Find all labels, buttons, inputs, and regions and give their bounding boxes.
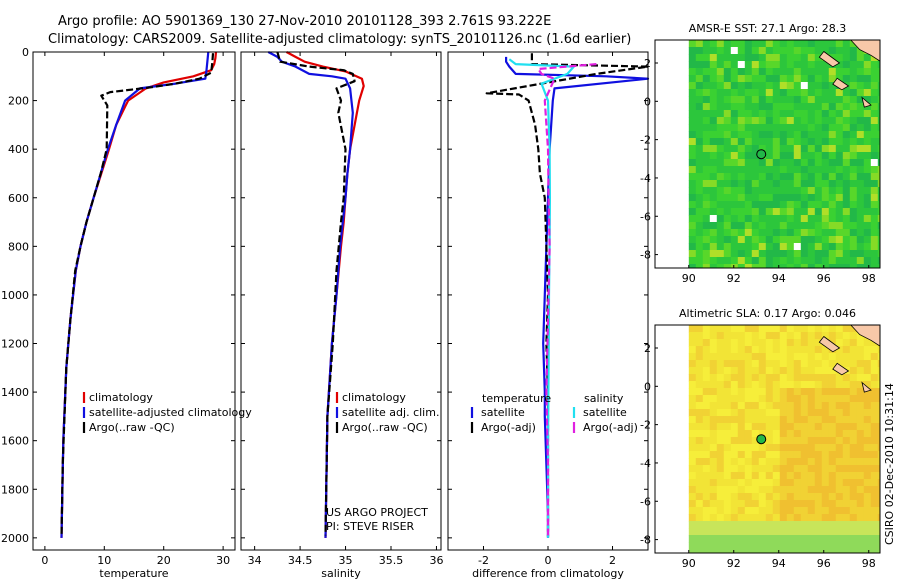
sst_map-ytick-label: -2 xyxy=(640,134,651,147)
temperature-ytick-label: 400 xyxy=(8,143,29,156)
project-label: US ARGO PROJECT xyxy=(326,506,428,519)
salinity-xlabel: salinity xyxy=(321,567,361,580)
sst_map-ytick-label: -4 xyxy=(640,172,651,185)
sla_map-ytick-label: -8 xyxy=(640,534,651,547)
sst_map-axes-frame xyxy=(654,39,881,269)
sla_map-land-island xyxy=(861,381,872,393)
temperature-xtick-label: 0 xyxy=(41,554,48,567)
header-line-1: Argo profile: AO 5901369_130 27-Nov-2010… xyxy=(58,14,551,29)
difference-series-temp_argo xyxy=(485,53,650,537)
temperature-ytick-label: 0 xyxy=(22,46,29,59)
sla_map-xtick-label: 92 xyxy=(727,557,741,570)
sst_map-xtick-label: 92 xyxy=(727,272,741,285)
temperature-xtick-label: 20 xyxy=(157,554,171,567)
sla_map-axes-frame xyxy=(654,324,881,554)
sla_map-ytick-label: 0 xyxy=(644,380,651,393)
sst_map-cells xyxy=(688,40,881,269)
sla_map-xtick-label: 98 xyxy=(862,557,876,570)
sla_map-argo-marker xyxy=(756,434,767,445)
difference-xtick-label: -2 xyxy=(478,554,489,567)
sla_map-cells xyxy=(688,325,881,554)
sst_map-xtick-label: 96 xyxy=(817,272,831,285)
salinity-legend-label: climatology xyxy=(342,391,406,404)
temperature-series-argo xyxy=(60,53,215,537)
sla_map-xtick-label: 90 xyxy=(682,557,696,570)
salinity-xtick-label: 36 xyxy=(429,554,443,567)
difference-series-temp_sat xyxy=(505,56,650,538)
temperature-legend-label: Argo(..raw -QC) xyxy=(89,421,175,434)
header-line-2: Climatology: CARS2009. Satellite-adjuste… xyxy=(48,32,631,47)
sst_map-land-island xyxy=(832,77,850,91)
sst_map-land-island xyxy=(861,96,872,108)
salinity-xtick-label: 34 xyxy=(248,554,262,567)
sst_map-ytick-label: 0 xyxy=(644,95,651,108)
temperature-ytick-label: 1600 xyxy=(1,435,29,448)
sst_map-title: AMSR-E SST: 27.1 Argo: 28.3 xyxy=(689,22,847,35)
difference-xtick-label: 2 xyxy=(609,554,616,567)
difference-series-sal_sat xyxy=(508,58,575,538)
temperature-ytick-label: 1000 xyxy=(1,289,29,302)
sst_map-xtick-label: 98 xyxy=(862,272,876,285)
difference-legend-label: Argo(-adj) xyxy=(481,421,536,434)
sla_map-title: Altimetric SLA: 0.17 Argo: 0.046 xyxy=(679,307,856,320)
sst_map-ytick-label: 2 xyxy=(644,57,651,70)
sla_map-land-island xyxy=(832,362,850,376)
salinity-panel: 34 34.5 35 35.5 36 salinity climatology satelli… xyxy=(240,51,443,580)
sst_map-xtick-label: 94 xyxy=(772,272,786,285)
temperature-axes-frame xyxy=(32,51,236,551)
sst_map-ytick-label: -8 xyxy=(640,249,651,262)
temperature-ytick-label: 2000 xyxy=(1,532,29,545)
difference-legend-label: satellite xyxy=(583,406,627,419)
temperature-ytick-label: 600 xyxy=(8,192,29,205)
difference-series-sal_argo xyxy=(537,63,597,536)
difference-legend-label: Argo(-adj) xyxy=(583,421,638,434)
temperature-xlabel: temperature xyxy=(99,567,168,580)
salinity-legend-label: satellite adj. clim. xyxy=(342,406,439,419)
sst_map-land-island xyxy=(818,50,841,68)
sla-map-panel: Altimetric SLA: 0.17 Argo: 0.046 90 92 94 96… xyxy=(640,307,881,570)
difference-legend-header: temperature xyxy=(482,392,551,405)
salinity-xtick-label: 34.5 xyxy=(288,554,313,567)
sla_map-ytick-label: -4 xyxy=(640,457,651,470)
temperature-ytick-label: 1400 xyxy=(1,386,29,399)
temperature-ytick-label: 800 xyxy=(8,240,29,253)
temperature-xtick-label: 30 xyxy=(216,554,230,567)
credit-label: CSIRO 02-Dec-2010 10:31:14 xyxy=(883,383,896,545)
difference-xtick-label: 0 xyxy=(545,554,552,567)
salinity-xtick-label: 35 xyxy=(339,554,353,567)
sla_map-ytick-label: -2 xyxy=(640,419,651,432)
temperature-ytick-label: 1800 xyxy=(1,483,29,496)
temperature-legend-label: climatology xyxy=(89,391,153,404)
sst_map-argo-marker xyxy=(756,149,767,160)
pi-label: PI: STEVE RISER xyxy=(326,520,415,533)
difference-xlabel: difference from climatology xyxy=(472,567,624,580)
temperature-ytick-label: 1200 xyxy=(1,338,29,351)
salinity-series-argo xyxy=(276,51,356,536)
temperature-series-satellite xyxy=(60,51,210,538)
sla_map-ytick-label: 2 xyxy=(644,342,651,355)
sst_map-xtick-label: 90 xyxy=(682,272,696,285)
salinity-series-satellite xyxy=(267,51,354,538)
temperature-panel: 0 10 20 30 temperature 0 200 400 600 800 1000 1200 1… xyxy=(1,46,252,580)
temperature-ytick-label: 200 xyxy=(8,95,29,108)
difference-legend-label: satellite xyxy=(481,406,525,419)
salinity-axes-frame xyxy=(240,51,442,551)
salinity-xtick-label: 35.5 xyxy=(379,554,404,567)
sla_map-land-island xyxy=(818,335,841,353)
sla_map-ytick-label: -6 xyxy=(640,495,651,508)
sst_map-ytick-label: -6 xyxy=(640,210,651,223)
difference-legend-header: salinity xyxy=(584,392,624,405)
temperature-series-climatology xyxy=(60,51,218,538)
temperature-legend-label: satellite-adjusted climatology xyxy=(89,406,252,419)
salinity-legend-label: Argo(..raw -QC) xyxy=(342,421,428,434)
temperature-xtick-label: 10 xyxy=(97,554,111,567)
sla_map-xtick-label: 94 xyxy=(772,557,786,570)
sst-map-panel: AMSR-E SST: 27.1 Argo: 28.3 90 92 94 96 98 2 0 -… xyxy=(640,22,881,285)
sla_map-xtick-label: 96 xyxy=(817,557,831,570)
